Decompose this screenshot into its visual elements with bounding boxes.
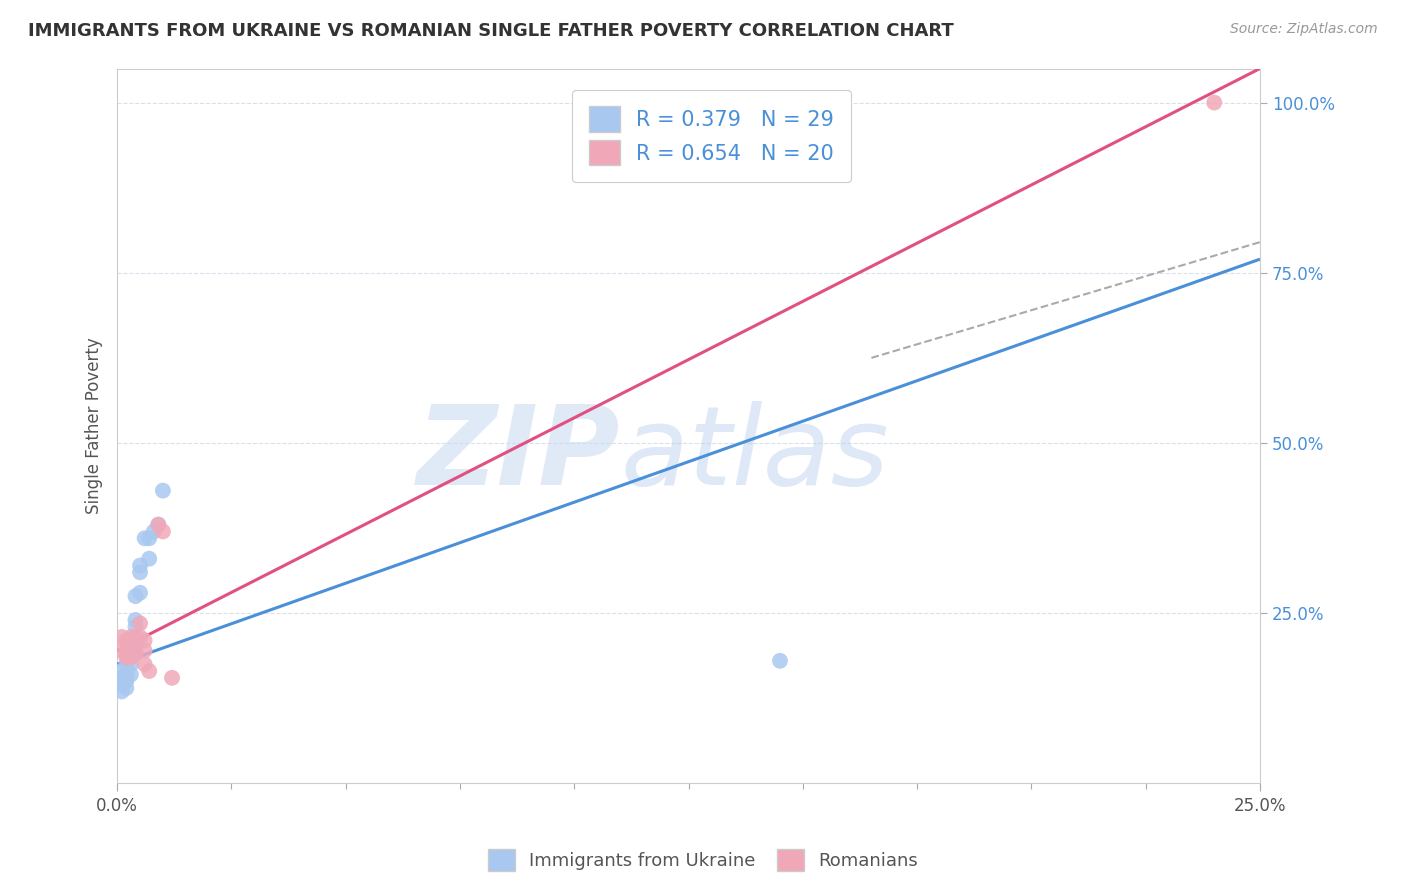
Text: atlas: atlas: [620, 401, 889, 508]
Text: ZIP: ZIP: [416, 401, 620, 508]
Point: [124, 613, 146, 627]
Point: [129, 616, 152, 631]
Point: [124, 620, 146, 634]
Point: [769, 654, 792, 668]
Point: [120, 650, 142, 665]
Point: [124, 643, 146, 657]
Point: [111, 630, 134, 644]
Point: [120, 667, 142, 681]
Point: [120, 640, 142, 655]
Point: [111, 643, 134, 657]
Point: [115, 633, 138, 648]
Point: [134, 633, 156, 648]
Legend: R = 0.379   N = 29, R = 0.654   N = 20: R = 0.379 N = 29, R = 0.654 N = 20: [572, 90, 851, 182]
Point: [134, 643, 156, 657]
Legend: Immigrants from Ukraine, Romanians: Immigrants from Ukraine, Romanians: [481, 842, 925, 879]
Point: [111, 678, 134, 692]
Point: [134, 531, 156, 545]
Point: [115, 650, 138, 665]
Point: [1204, 95, 1226, 110]
Text: Source: ZipAtlas.com: Source: ZipAtlas.com: [1230, 22, 1378, 37]
Point: [120, 643, 142, 657]
Text: IMMIGRANTS FROM UKRAINE VS ROMANIAN SINGLE FATHER POVERTY CORRELATION CHART: IMMIGRANTS FROM UKRAINE VS ROMANIAN SING…: [28, 22, 953, 40]
Point: [115, 667, 138, 681]
Point: [129, 566, 152, 580]
Point: [129, 558, 152, 573]
Point: [120, 650, 142, 665]
Point: [120, 633, 142, 648]
Point: [160, 671, 183, 685]
Point: [115, 657, 138, 672]
Point: [134, 657, 156, 672]
Point: [142, 524, 165, 539]
Point: [124, 589, 146, 603]
Point: [138, 664, 160, 678]
Point: [115, 671, 138, 685]
Point: [129, 586, 152, 600]
Point: [124, 647, 146, 661]
Point: [129, 630, 152, 644]
Point: [115, 643, 138, 657]
Point: [152, 524, 174, 539]
Point: [111, 684, 134, 698]
Point: [124, 630, 146, 644]
Point: [138, 531, 160, 545]
Point: [148, 517, 170, 532]
Point: [111, 671, 134, 685]
Point: [120, 630, 142, 644]
Y-axis label: Single Father Poverty: Single Father Poverty: [86, 337, 103, 515]
Point: [152, 483, 174, 498]
Point: [111, 664, 134, 678]
Point: [120, 657, 142, 672]
Point: [148, 517, 170, 532]
Point: [138, 551, 160, 566]
Point: [115, 681, 138, 695]
Point: [115, 674, 138, 689]
